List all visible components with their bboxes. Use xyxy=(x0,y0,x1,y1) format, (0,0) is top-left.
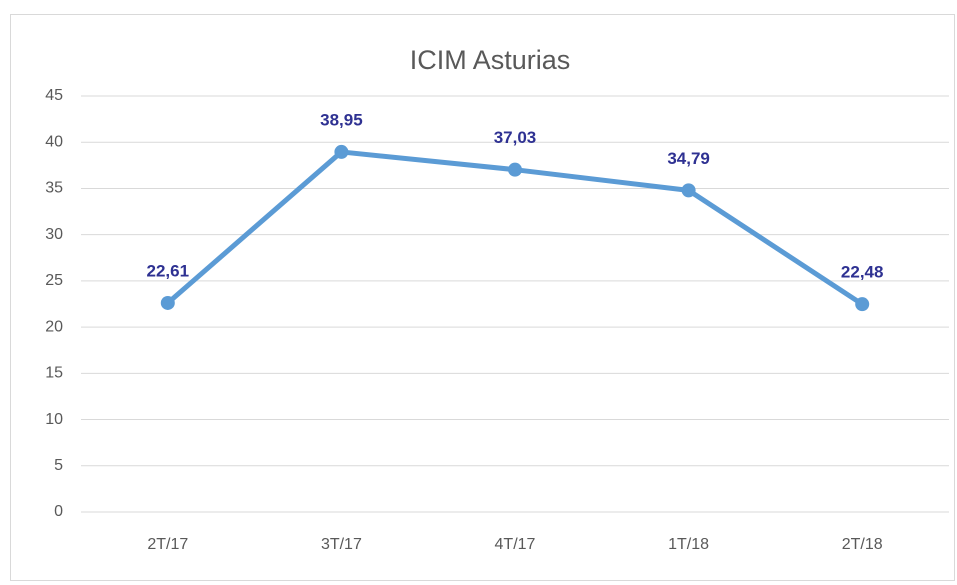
data-point xyxy=(508,162,522,177)
y-tick-label: 25 xyxy=(45,272,63,289)
data-point xyxy=(681,183,696,198)
y-tick-label: 40 xyxy=(45,133,63,150)
data-label: 37,03 xyxy=(494,128,537,147)
data-label: 22,61 xyxy=(147,261,190,280)
y-tick-label: 10 xyxy=(45,411,63,428)
x-tick-label: 4T/17 xyxy=(495,536,536,553)
y-tick-label: 15 xyxy=(45,365,63,382)
y-tick-label: 20 xyxy=(45,318,63,335)
data-label: 22,48 xyxy=(841,263,884,282)
data-point xyxy=(855,297,870,312)
x-tick-label: 2T/17 xyxy=(147,536,188,553)
x-tick-label: 1T/18 xyxy=(668,536,709,553)
data-point xyxy=(334,144,349,159)
y-tick-label: 5 xyxy=(54,457,63,474)
chart-border xyxy=(10,14,955,581)
y-tick-label: 45 xyxy=(45,87,63,104)
data-label: 38,95 xyxy=(320,110,363,129)
data-point xyxy=(160,295,175,310)
y-tick-label: 0 xyxy=(54,503,63,520)
y-tick-label: 35 xyxy=(45,180,63,197)
x-tick-label: 2T/18 xyxy=(842,536,883,553)
data-label: 34,79 xyxy=(667,149,710,168)
x-tick-label: 3T/17 xyxy=(321,536,362,553)
y-tick-label: 30 xyxy=(45,226,63,243)
chart-title: ICIM Asturias xyxy=(410,45,571,75)
